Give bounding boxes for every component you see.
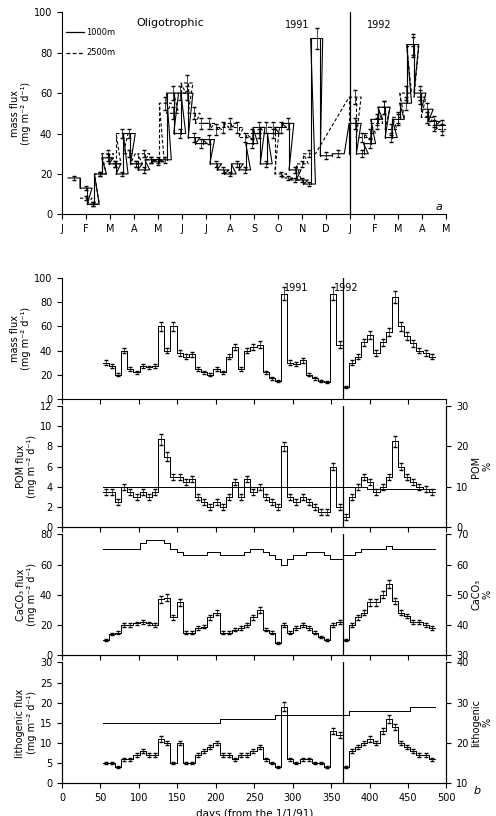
Text: 2500m: 2500m (86, 48, 115, 57)
Y-axis label: mass flux
(mg m⁻² d⁻¹): mass flux (mg m⁻² d⁻¹) (9, 82, 31, 145)
Y-axis label: mass flux
(mg m⁻² d⁻¹): mass flux (mg m⁻² d⁻¹) (9, 307, 31, 370)
Text: 1992: 1992 (334, 283, 359, 293)
Y-axis label: POM flux
(mg m⁻² d⁻¹): POM flux (mg m⁻² d⁻¹) (15, 435, 37, 499)
Text: 1991: 1991 (284, 283, 309, 293)
Y-axis label: CaCO₃
%: CaCO₃ % (471, 579, 493, 610)
Text: Oligotrophic: Oligotrophic (136, 18, 204, 29)
Y-axis label: lithogenic
%: lithogenic % (471, 699, 493, 747)
Text: 1991: 1991 (285, 20, 310, 30)
Text: b: b (474, 786, 481, 796)
Text: 1000m: 1000m (86, 28, 115, 37)
X-axis label: days (from the 1/1/91): days (from the 1/1/91) (195, 809, 313, 816)
Text: 1992: 1992 (367, 20, 391, 30)
Y-axis label: lithogenic flux
(mg m⁻² d⁻¹): lithogenic flux (mg m⁻² d⁻¹) (15, 688, 37, 757)
Y-axis label: POM
%: POM % (471, 455, 493, 477)
Text: a: a (436, 202, 443, 212)
Y-axis label: CaCO₃ flux
(mg m⁻² d⁻¹): CaCO₃ flux (mg m⁻² d⁻¹) (15, 563, 37, 627)
